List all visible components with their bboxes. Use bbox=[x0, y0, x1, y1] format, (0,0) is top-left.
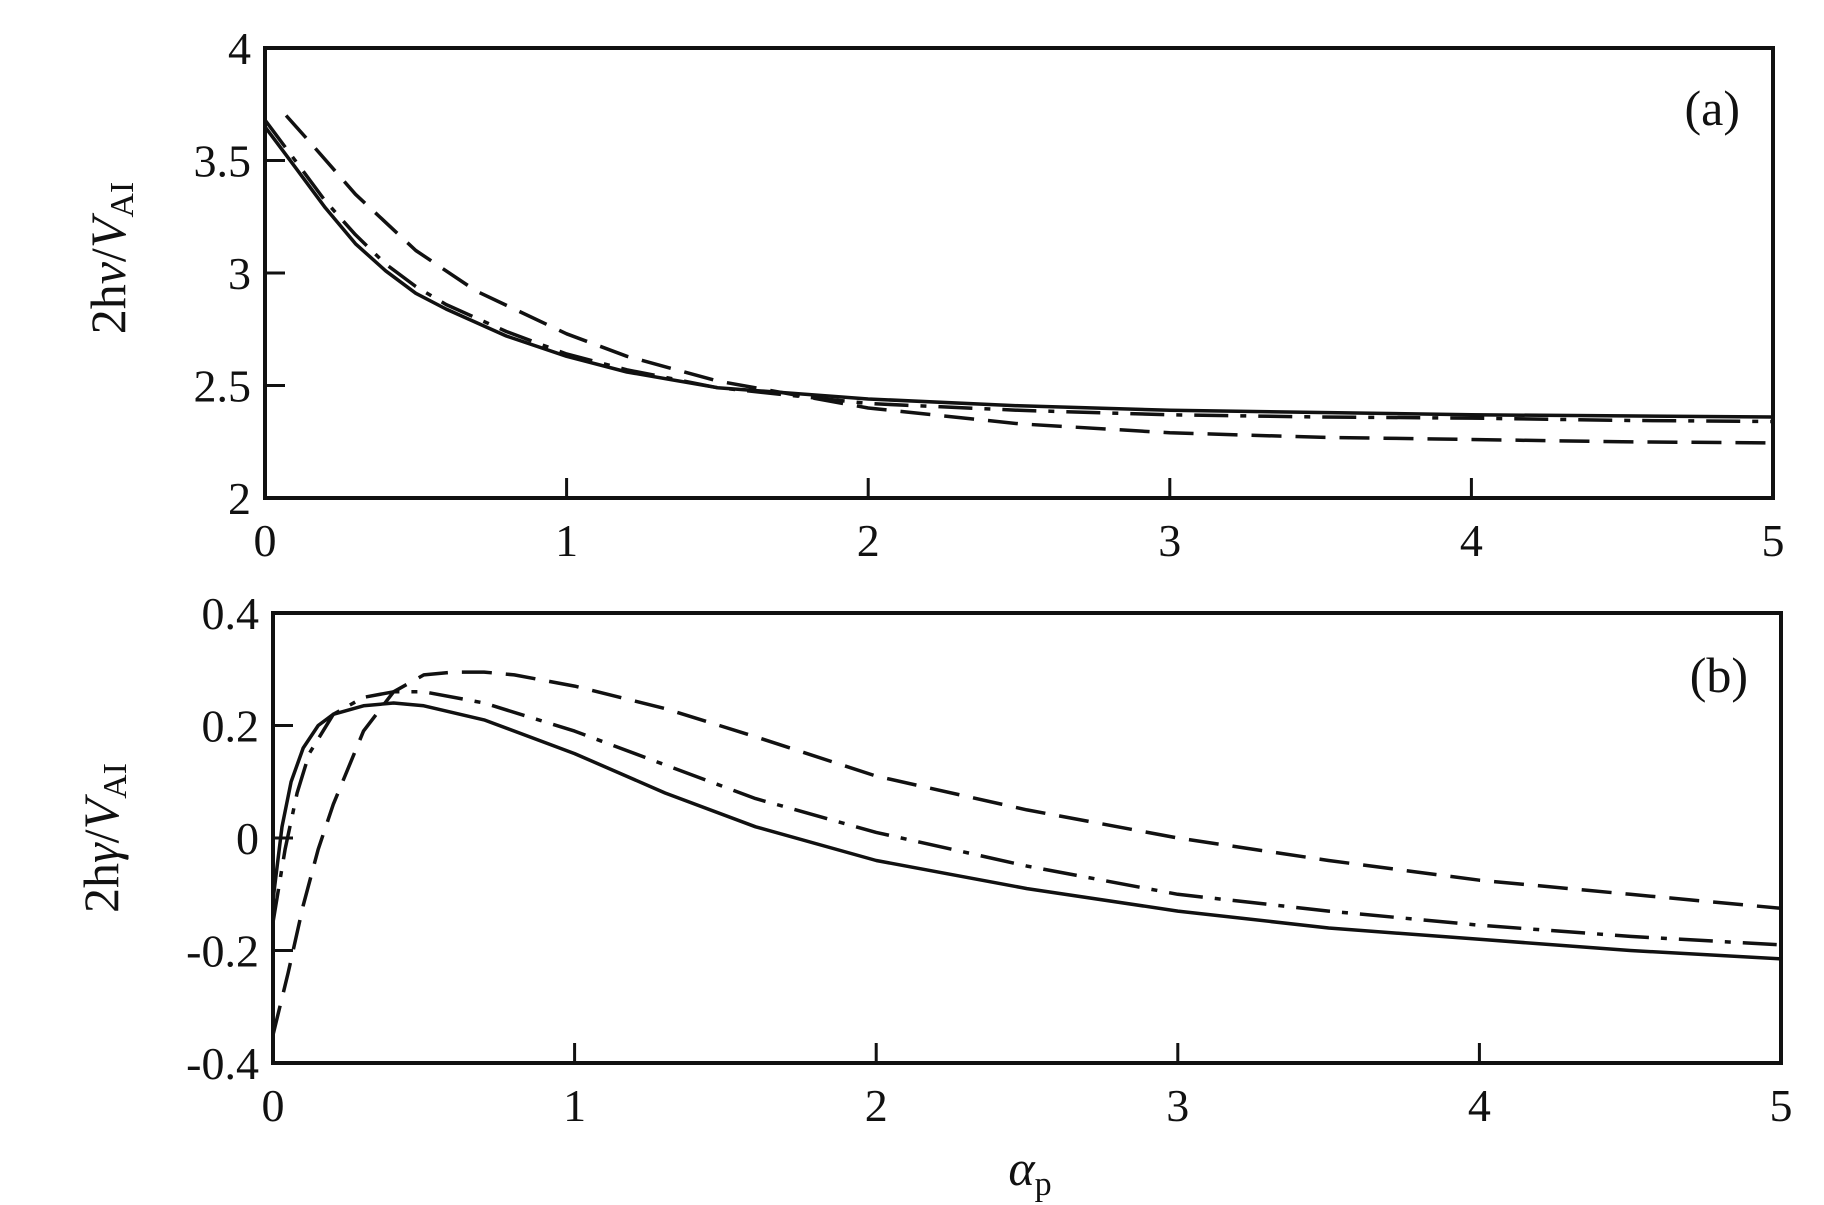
series-line-dashed bbox=[284, 114, 1774, 445]
y-tick-label: 2 bbox=[228, 473, 251, 524]
x-tick-label: 5 bbox=[1770, 1080, 1793, 1131]
x-tick-label: 4 bbox=[1460, 515, 1483, 566]
panel-b-series bbox=[271, 670, 1782, 1036]
x-tick-label: 1 bbox=[555, 515, 578, 566]
series-line-dash-dot bbox=[271, 690, 1782, 947]
y-tick-label: -0.2 bbox=[186, 926, 259, 977]
panel-b-label: (b) bbox=[1690, 647, 1748, 703]
panel-b-ticks: 0 1 2 3 4 5 -0.4 -0.2 0 0.2 0.4 bbox=[186, 588, 1792, 1131]
panel-b-frame bbox=[271, 611, 1783, 1065]
panel-a: 0 1 2 3 4 5 2 2.5 3 3.5 4 (a) 2hv/VAI bbox=[80, 23, 1785, 566]
y-tick-label: 4 bbox=[228, 23, 251, 74]
x-tick-label: 3 bbox=[1166, 1080, 1189, 1131]
x-tick-label: 0 bbox=[254, 515, 277, 566]
y-tick-label: 3 bbox=[228, 248, 251, 299]
x-tick-label: 4 bbox=[1468, 1080, 1491, 1131]
y-tick-label: 2.5 bbox=[194, 361, 252, 412]
y-tick-label: 0.2 bbox=[202, 701, 260, 752]
panel-a-ticks: 0 1 2 3 4 5 2 2.5 3 3.5 4 bbox=[194, 23, 1785, 566]
x-tick-label: 3 bbox=[1158, 515, 1181, 566]
x-tick-label: 5 bbox=[1762, 515, 1785, 566]
series-line-dashed bbox=[271, 670, 1782, 1036]
series-line-solid bbox=[263, 125, 1774, 419]
x-tick-label: 2 bbox=[865, 1080, 888, 1131]
y-tick-label: 0 bbox=[236, 813, 259, 864]
x-tick-label: 2 bbox=[857, 515, 880, 566]
panel-a-ylabel: 2hv/VAI bbox=[80, 182, 141, 335]
x-tick-label: 1 bbox=[563, 1080, 586, 1131]
panel-b-xlabel: αp bbox=[1008, 1140, 1051, 1203]
panel-a-series bbox=[263, 114, 1774, 445]
series-line-dash-dot bbox=[263, 118, 1774, 424]
panel-b-ylabel: 2hγ/VAI bbox=[73, 763, 134, 913]
x-tick-label: 0 bbox=[262, 1080, 285, 1131]
panel-a-frame bbox=[263, 46, 1775, 500]
y-tick-label: 3.5 bbox=[194, 136, 252, 187]
panel-a-label: (a) bbox=[1685, 80, 1741, 136]
y-tick-label: 0.4 bbox=[202, 588, 260, 639]
panel-b: 0 1 2 3 4 5 -0.4 -0.2 0 0.2 0.4 (b) 2hγ/VAI αp bbox=[73, 588, 1793, 1203]
y-tick-label: -0.4 bbox=[186, 1038, 259, 1089]
series-line-solid bbox=[271, 701, 1782, 961]
